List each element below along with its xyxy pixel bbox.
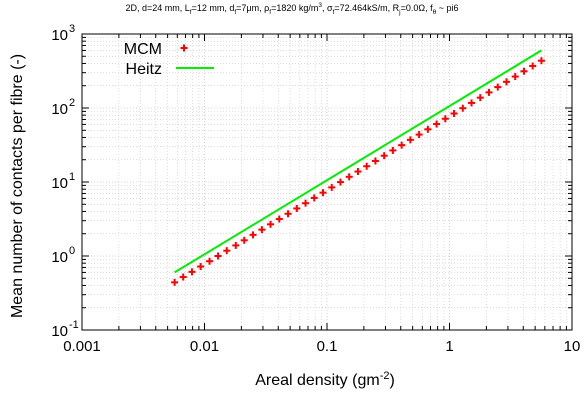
- x-tick-label: 0.001: [63, 338, 101, 355]
- title-part: 3: [318, 2, 322, 9]
- mcm-data-point: [485, 88, 493, 96]
- title-part: f: [189, 8, 192, 16]
- x-axis-label: Areal density (gm-2): [255, 370, 395, 389]
- mcm-data-point: [389, 146, 397, 154]
- mcm-data-point: [415, 131, 423, 139]
- mcm-data-point: [380, 152, 388, 160]
- y-tick-label-exponent: 0: [69, 245, 75, 257]
- title-part: , σ: [321, 3, 333, 13]
- mcm-data-point: [328, 183, 336, 191]
- mcm-data-point: [223, 247, 231, 255]
- mcm-data-point: [398, 141, 406, 149]
- x-axis-label-end: ): [389, 372, 394, 389]
- mcm-data-point: [188, 268, 196, 276]
- y-tick-label: 10: [51, 249, 68, 266]
- x-axis-label-main: Areal density (gm: [255, 372, 380, 389]
- mcm-data-point: [406, 136, 414, 144]
- heitz-series-line: [174, 49, 542, 274]
- y-axis-label: Mean number of contacts per fibre (-): [9, 54, 26, 318]
- chart-title: 2D, d=24 mm, Lf=12 mm, df=7μm, ρf=1820 k…: [0, 2, 584, 16]
- mcm-data-point: [319, 189, 327, 197]
- plot-frame: [81, 33, 573, 331]
- y-tick-label: 10: [51, 323, 68, 340]
- x-axis-label-exponent: -2: [380, 370, 390, 382]
- y-tick-label: 10: [51, 101, 68, 118]
- mcm-data-point: [214, 252, 222, 260]
- legend-label: MCM: [124, 41, 162, 58]
- mcm-data-point: [345, 173, 353, 181]
- mcm-data-point: [284, 210, 292, 218]
- mcm-data-point: [267, 220, 275, 228]
- x-tick-label: 0.1: [317, 338, 338, 355]
- mcm-data-point: [459, 104, 467, 112]
- title-part: =12 mm, d: [191, 3, 235, 13]
- mcm-data-point: [293, 204, 301, 212]
- x-tick-label: 0.01: [190, 338, 219, 355]
- mcm-data-point: [363, 162, 371, 170]
- y-tick-label-exponent: 3: [69, 23, 75, 35]
- x-tick-label: 10: [564, 338, 581, 355]
- mcm-data-point: [354, 168, 362, 176]
- title-part: j: [399, 8, 401, 16]
- mcm-data-point: [240, 236, 248, 244]
- grid: [81, 34, 572, 331]
- legend-label: Heitz: [126, 61, 162, 78]
- series: [171, 49, 545, 286]
- title-part: f: [332, 8, 335, 16]
- legend: MCM Heitz: [124, 41, 214, 78]
- title-part: ~ pi6: [436, 3, 459, 13]
- mcm-data-point: [424, 125, 432, 133]
- title-part: =0.0Ω, f: [400, 3, 433, 13]
- mcm-data-point: [249, 231, 257, 239]
- mcm-data-point: [520, 67, 528, 75]
- mcm-data-point: [468, 99, 476, 107]
- mcm-data-point: [511, 73, 519, 81]
- legend-swatch-marker: [180, 44, 188, 52]
- mcm-data-point: [433, 120, 441, 128]
- mcm-data-point: [171, 278, 179, 286]
- mcm-data-point: [179, 273, 187, 281]
- y-tick-label-exponent: 2: [69, 97, 75, 109]
- mcm-data-point: [441, 115, 449, 123]
- mcm-data-point: [476, 94, 484, 102]
- mcm-data-point: [371, 157, 379, 165]
- mcm-data-point: [529, 62, 537, 70]
- mcm-data-point: [537, 57, 545, 65]
- mcm-data-point: [336, 178, 344, 186]
- title-part: =7μm, ρ: [236, 3, 270, 13]
- title-part: θ: [432, 8, 437, 16]
- mcm-data-point: [302, 199, 310, 207]
- y-tick-label-exponent: -1: [69, 319, 79, 331]
- y-tick-label: 10: [51, 27, 68, 44]
- mcm-data-point: [275, 215, 283, 223]
- title-part: =72.464kS/m, R: [334, 3, 400, 13]
- mcm-data-point: [450, 109, 458, 117]
- title-part: =1820 kg/m: [271, 3, 319, 13]
- mcm-data-point: [310, 194, 318, 202]
- mcm-data-point: [206, 257, 214, 265]
- title-part: 2D, d=24 mm, L: [125, 3, 190, 13]
- mcm-data-point: [494, 83, 502, 91]
- mcm-data-point: [258, 226, 266, 234]
- mcm-data-point: [197, 263, 205, 271]
- y-tick-label-exponent: 1: [69, 171, 75, 183]
- title-part: f: [269, 8, 272, 16]
- y-tick-label: 10: [51, 175, 68, 192]
- mcm-data-point: [502, 78, 510, 86]
- x-tick-label: 1: [445, 338, 453, 355]
- mcm-data-point: [232, 241, 240, 249]
- title-part: f: [234, 8, 237, 16]
